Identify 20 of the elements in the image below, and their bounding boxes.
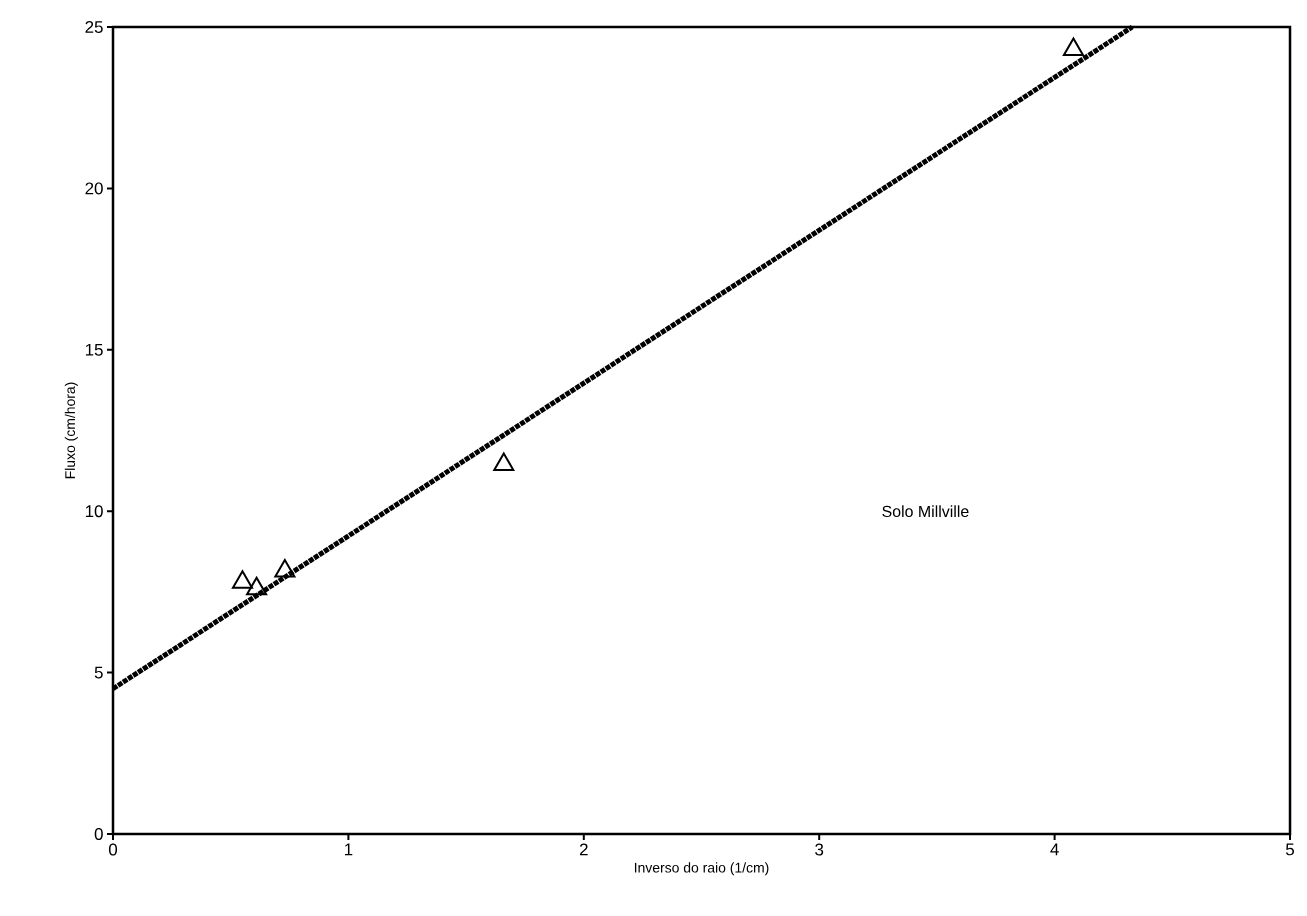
point (493, 452, 515, 471)
y-tick-label: 0 (94, 828, 103, 840)
point (1062, 37, 1084, 57)
x-tick-label: 2 (579, 843, 588, 856)
point (274, 558, 296, 578)
y-tick-label: 10 (85, 505, 103, 518)
y-tick-label: 25 (85, 20, 103, 33)
point (246, 576, 268, 596)
x-tick-label: 3 (815, 843, 824, 856)
y-tick-label: 20 (85, 182, 103, 195)
x-tick-label: 1 (344, 843, 353, 856)
x-tick-label: 5 (1285, 843, 1295, 856)
x-axis-title: Inverso do raio (1/cm) (634, 862, 769, 876)
point (231, 570, 253, 589)
x-tick-label: 4 (1050, 843, 1059, 856)
y-axis-title: Fluxo (cm/hora) (64, 382, 78, 479)
y-tick-label: 15 (85, 343, 103, 356)
annotation: Solo Millville (882, 505, 969, 518)
y-tick-label: 5 (94, 666, 103, 679)
x-tick-label: 0 (108, 843, 118, 856)
